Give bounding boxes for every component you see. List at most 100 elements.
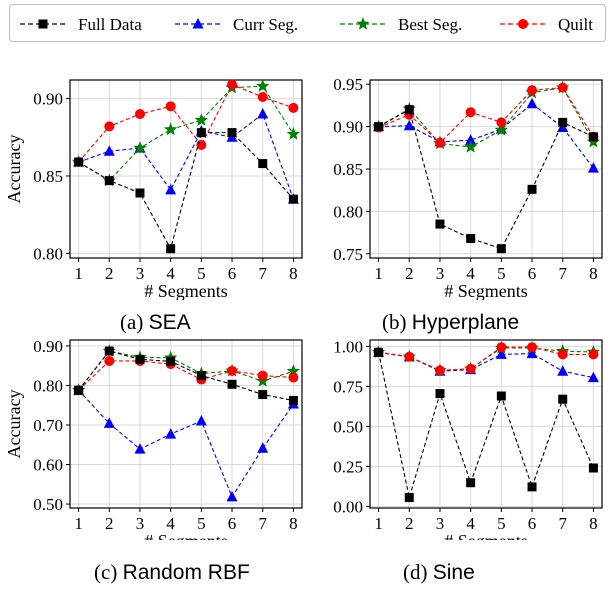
data-point [557,365,569,376]
data-point [288,395,298,405]
data-point [104,346,114,356]
plot-frame [69,339,303,509]
data-point [526,97,538,109]
series-line [78,360,294,391]
chart-panel-random-rbf: 1 2 3 4 5 6 7 8 0.50 0.60 0.70 0.80 0.90 # Segments Ac… [4,337,303,540]
legend-label: Best Seg. [398,15,462,34]
data-point [166,356,176,366]
caption-name: SEA [148,311,191,334]
data-point [133,141,147,154]
data-point [587,162,599,173]
series-line [78,132,294,251]
data-point [403,119,415,131]
x-tick-label: 2 [405,264,414,283]
legend-entry: Full Data [20,15,142,34]
x-tick-label: 8 [289,514,298,533]
x-tick-label: 5 [197,264,206,283]
x-tick-label: 7 [258,514,267,533]
x-tick-label: 4 [166,264,175,283]
data-point [165,428,177,439]
data-point [404,493,414,503]
y-tick-label: 0.50 [333,417,363,436]
x-tick-label: 1 [74,514,83,533]
caption-sea: (a) SEA [120,310,191,335]
data-point [435,219,445,229]
y-tick-label: 0.90 [33,337,63,356]
data-point [103,145,115,156]
x-tick-label: 6 [228,264,237,283]
y-tick-label: 0.80 [33,376,63,395]
data-point [587,371,599,383]
data-point [196,128,206,138]
data-point [558,117,568,127]
data-point [434,137,445,148]
data-point [104,176,114,186]
chart-panel-sea: 1 2 3 4 5 6 7 8 0.80 0.85 0.90 # Segments Accuracy [4,79,303,300]
data-point [196,371,206,381]
x-tick-label: 3 [436,514,445,533]
data-point [527,342,538,353]
data-point [164,122,178,136]
data-point [374,347,384,357]
y-tick-label: 0.50 [33,495,63,514]
y-tick-label: 0.25 [333,457,363,476]
x-tick-label: 8 [589,264,598,283]
data-point [258,159,268,169]
x-tick-label: 4 [466,264,475,283]
x-tick-label: 3 [436,264,445,283]
legend-marker-star [356,17,370,30]
data-point [588,132,598,142]
x-axis-label: # Segments [144,531,228,540]
x-tick-label: 2 [105,514,114,533]
x-tick-label: 5 [497,514,506,533]
data-point [288,102,299,113]
legend-label: Full Data [78,15,142,34]
x-axis-label: # Segments [444,281,528,300]
plot-frame [69,79,303,259]
data-point [404,105,414,115]
data-point [196,140,207,151]
legend-marker-circle [518,19,528,29]
series-line [78,83,294,163]
caption-prefix: (b) [382,310,407,334]
y-tick-label: 0.95 [333,75,363,94]
data-point [374,122,384,132]
data-point [134,443,146,454]
data-point [526,347,538,359]
data-point [527,482,537,492]
data-point [404,351,415,362]
caption-name: Hyperplane [411,311,520,334]
caption-name: Random RBF [122,561,250,584]
data-point [288,194,298,204]
data-point [256,79,270,92]
x-tick-label: 6 [528,514,537,533]
data-point [558,394,568,404]
chart-panel-sine: 1 2 3 4 5 6 7 8 0.00 0.25 0.50 0.75 1.00 # Segments [333,337,603,540]
y-axis-label: Accuracy [4,135,24,204]
series-line [378,346,594,371]
caption-hyperplane: (b) Hyperplane [382,310,519,335]
series-quilt [373,342,599,376]
data-point [496,391,506,401]
x-tick-label: 6 [228,514,237,533]
x-tick-label: 7 [558,264,567,283]
legend-label: Curr Seg. [233,15,298,34]
data-point [165,183,177,195]
x-tick-label: 8 [289,264,298,283]
y-tick-label: 0.00 [333,497,363,516]
series-line [378,351,594,379]
data-point [496,342,507,353]
data-point [527,184,537,194]
y-tick-label: 1.00 [333,337,363,356]
x-tick-label: 3 [136,264,145,283]
y-tick-label: 0.80 [33,244,63,263]
series-quilt [73,79,299,168]
x-axis-label: # Segments [144,281,228,300]
y-tick-label: 0.90 [33,90,63,109]
data-point [588,463,598,473]
y-tick-label: 0.80 [333,202,363,221]
data-point [165,101,176,112]
x-tick-label: 1 [74,264,83,283]
data-point [466,234,476,244]
data-point [226,490,238,502]
